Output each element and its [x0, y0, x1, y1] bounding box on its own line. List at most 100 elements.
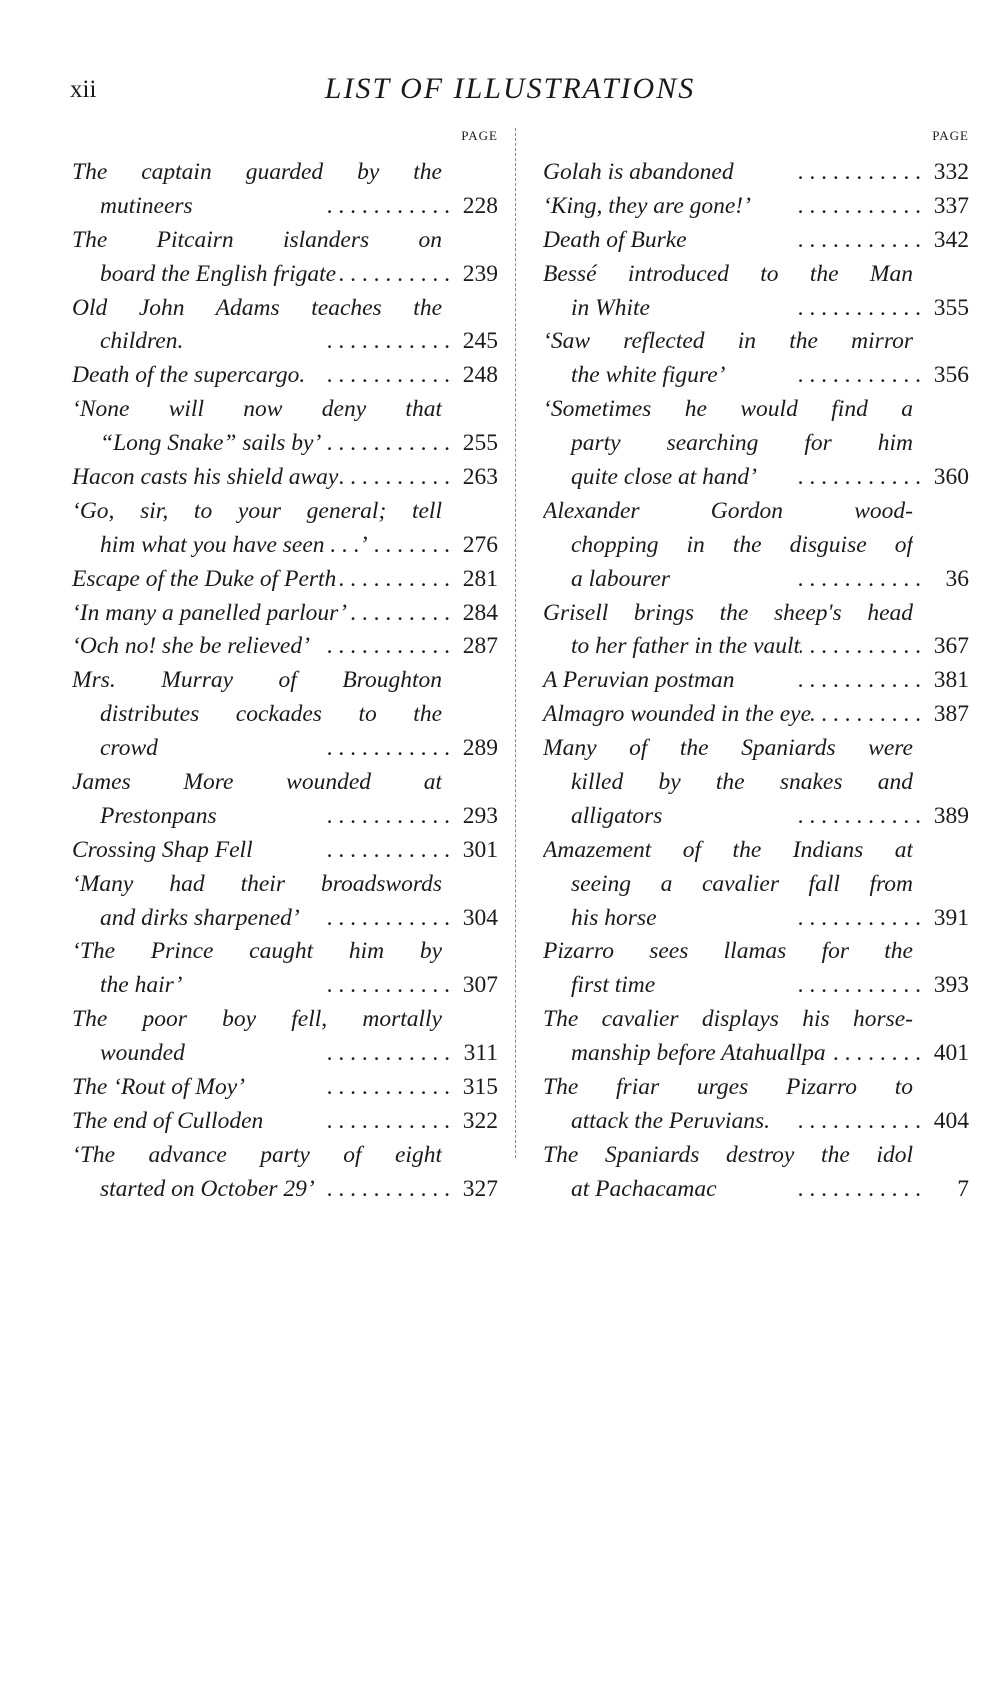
entry-text: The friar urges Pizarro to	[543, 1074, 913, 1101]
illustration-entry: The poor boy fell, mortally wounded . . . …	[72, 1003, 498, 1071]
entry-text: Death of the supercargo.	[72, 362, 306, 389]
illustration-entry: ‘The advance party of eight started on Oc…	[72, 1139, 498, 1207]
entry-text: in White	[571, 294, 650, 321]
page-number: 322	[462, 1107, 498, 1134]
entry-last-line: Death of Burke . . . . . . . . . . . 342	[543, 224, 969, 258]
dot-leader: . . . . . . . . . . .	[797, 802, 921, 829]
entry-text: ‘King, they are gone!’	[543, 192, 751, 219]
entry-text: Golah is abandoned	[543, 159, 734, 185]
entry-text: attack the Peruvians.	[571, 1107, 771, 1134]
illustration-entry: Grisell brings the sheep's head to her fa…	[543, 597, 969, 665]
entry-text: Old John Adams teaches the	[72, 294, 442, 321]
dot-leader: . . . . . . . . . . .	[826, 1040, 921, 1067]
entry-text: Prestonpans	[100, 802, 217, 829]
column-divider	[515, 128, 516, 1158]
page-column-label: PAGE	[932, 128, 969, 143]
entry-text: manship before Atahuallpa	[571, 1040, 826, 1067]
entry-text: ‘Saw reflected in the mirror	[543, 328, 913, 355]
dot-leader: . . . . . . . . . . .	[797, 226, 921, 253]
entry-text: at Pachacamac	[571, 1175, 717, 1202]
entry-text: Pizarro sees llamas for the	[543, 938, 913, 965]
entry-text: mutineers	[100, 192, 193, 219]
entry-text: Hacon casts his shield away	[72, 464, 339, 491]
entry-text: The Pitcairn islanders on	[72, 226, 442, 253]
entry-last-line: alligators . . . . . . . . . . . 389	[543, 800, 969, 834]
illustration-entry: The Pitcairn islanders on board the Engli…	[72, 224, 498, 292]
dot-leader: . . . . . . . . . . .	[326, 904, 450, 931]
entry-text: Escape of the Duke of Perth	[72, 565, 337, 592]
entry-text: Grisell brings the sheep's head	[543, 599, 913, 626]
entry-last-line: attack the Peruvians. . . . . . . . . . .…	[543, 1105, 969, 1139]
entry-text: the hair’	[100, 972, 183, 999]
illustration-entry: The friar urges Pizarro to attack the Per…	[543, 1071, 969, 1139]
entry-last-line: “Long Snake” sails by’. . . . . . . . . …	[72, 427, 498, 461]
entry-last-line: him what you have seen . . .’. . . . . .…	[72, 529, 498, 563]
dot-leader: . . . . . . . . . . .	[797, 362, 921, 389]
dot-leader: . . . . . . . . . . .	[326, 802, 450, 829]
entry-text: first time	[571, 972, 656, 999]
illustration-entry: ‘The Prince caught him by the hair’ . . . …	[72, 935, 498, 1003]
illustration-entry: ‘Och no! she be relieved’ . . . . . . . .…	[72, 630, 498, 664]
dot-leader: . . . . . . . . . . .	[336, 565, 450, 592]
illustration-entry: Many of the Spaniards were killed by the …	[543, 732, 969, 834]
illustration-entry: The captain guarded by the mutineers . . .…	[72, 156, 498, 224]
page-number: 387	[933, 701, 969, 728]
illustration-entry: Alexander Gordon wood-chopping in the di…	[543, 495, 969, 597]
entry-last-line: wounded . . . . . . . . . . . 311	[72, 1037, 498, 1071]
entry-text: Death of Burke	[543, 226, 687, 253]
page-number: 307	[462, 972, 498, 999]
illustration-entry: ‘None will now deny that “Long Snake” sai…	[72, 393, 498, 461]
page-number: 381	[933, 667, 969, 694]
dot-leader: . . . . . . . . . . .	[326, 735, 450, 762]
entry-text: The captain guarded by the	[72, 159, 442, 185]
entry-text: started on October 29’	[100, 1175, 315, 1202]
entry-last-line: to her father in the vault. . . . . . . …	[543, 630, 969, 664]
entry-last-line: The ‘Rout of Moy’ . . . . . . . . . . . 31…	[72, 1071, 498, 1105]
dot-leader: . . . . . . . . . . .	[326, 1040, 450, 1067]
illustration-entry: The cavalier displays his horse-manship …	[543, 1003, 969, 1071]
dot-leader: . . . . . . . . . . .	[326, 836, 450, 863]
entry-text: quite close at hand’	[571, 464, 758, 491]
entry-last-line: and dirks sharpened’ . . . . . . . . . . …	[72, 902, 498, 936]
entry-text: ‘The Prince caught him by	[72, 938, 442, 965]
page-number: 404	[933, 1107, 969, 1134]
entry-text: The poor boy fell, mortally	[72, 1006, 442, 1033]
illustration-entry: A Peruvian postman . . . . . . . . . . . 3…	[543, 664, 969, 698]
entry-text: wounded	[100, 1040, 185, 1067]
dot-leader: . . . . . . . . . . .	[326, 1074, 450, 1101]
entry-text: Bessé introduced to the Man	[543, 260, 913, 287]
entry-text: ‘In many a panelled parlour’	[72, 599, 347, 626]
illustration-entry: James More wounded at Prestonpans . . . . …	[72, 766, 498, 834]
entry-text: ‘Sometimes he would find a	[543, 396, 913, 423]
illustration-entry: Amazement of the Indians at seeing a cava…	[543, 834, 969, 936]
entry-last-line: his horse . . . . . . . . . . . 391	[543, 902, 969, 936]
entry-text: a labourer	[571, 565, 671, 592]
page-number: 36	[945, 565, 970, 592]
page-number: 287	[462, 633, 498, 660]
entry-last-line: at Pachacamac . . . . . . . . . . . 7	[543, 1173, 969, 1207]
entry-last-line: started on October 29’ . . . . . . . . . …	[72, 1173, 498, 1207]
dot-leader: . . . . . . . . . . .	[326, 1107, 450, 1134]
entry-text: party searching for him	[571, 430, 913, 457]
entry-text: Amazement of the Indians at	[543, 836, 913, 863]
entry-text: killed by the snakes and	[571, 769, 913, 796]
entry-text: The Spaniards destroy the idol	[543, 1141, 913, 1168]
entry-last-line: in White . . . . . . . . . . . 355	[543, 292, 969, 326]
entry-text: “Long Snake” sails by’	[100, 430, 322, 457]
entry-text: ‘Och no! she be relieved’	[72, 633, 310, 660]
entry-text: his horse	[571, 904, 657, 931]
page-number: 332	[933, 159, 969, 185]
page-number: 311	[463, 1040, 498, 1067]
dot-leader: . . . . . . . . . . .	[797, 464, 921, 491]
entry-text: to her father in the vault	[571, 633, 801, 660]
dot-leader: . . . . . . . . . . .	[326, 972, 450, 999]
page-number: 276	[462, 531, 498, 558]
illustration-entry: Bessé introduced to the Man in White . . .…	[543, 258, 969, 326]
entry-text: ‘None will now deny that	[72, 396, 442, 423]
page-number: 228	[462, 192, 498, 219]
illustration-entry: ‘Go, sir, to your general; tell him what …	[72, 495, 498, 563]
entry-last-line: Prestonpans . . . . . . . . . . . 293	[72, 800, 498, 834]
page-number: 327	[462, 1175, 498, 1202]
page-title: LIST OF ILLUSTRATIONS	[324, 72, 696, 105]
illustration-entry: ‘Sometimes he would find a party searchin…	[543, 393, 969, 495]
